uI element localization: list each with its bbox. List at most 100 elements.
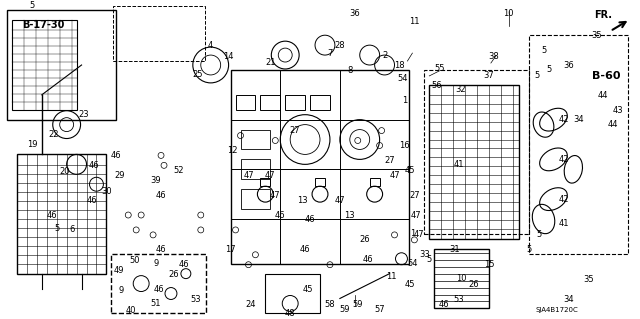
Text: 53: 53 bbox=[454, 295, 465, 304]
Bar bbox=[285, 95, 305, 110]
Text: 46: 46 bbox=[275, 211, 285, 219]
Text: 49: 49 bbox=[114, 266, 125, 275]
Text: 36: 36 bbox=[349, 9, 360, 18]
Text: 46: 46 bbox=[86, 196, 97, 204]
Text: 59: 59 bbox=[340, 305, 350, 314]
Text: 42: 42 bbox=[558, 155, 569, 164]
Text: 56: 56 bbox=[431, 81, 442, 90]
Bar bbox=[315, 178, 325, 186]
Text: FR.: FR. bbox=[594, 10, 612, 20]
Text: 53: 53 bbox=[191, 295, 201, 304]
Text: 59: 59 bbox=[353, 300, 363, 309]
Text: 47: 47 bbox=[389, 171, 400, 180]
Bar bbox=[529, 35, 628, 254]
Bar bbox=[236, 95, 255, 110]
Bar bbox=[17, 154, 106, 274]
Bar bbox=[429, 85, 518, 239]
Text: 47: 47 bbox=[411, 211, 422, 219]
Text: 21: 21 bbox=[265, 57, 276, 67]
Text: 46: 46 bbox=[439, 300, 449, 309]
Text: 47: 47 bbox=[243, 171, 254, 180]
Text: 12: 12 bbox=[227, 146, 238, 155]
Text: 44: 44 bbox=[598, 91, 609, 100]
Text: 41: 41 bbox=[558, 219, 569, 228]
Text: 19: 19 bbox=[27, 140, 37, 149]
Bar bbox=[370, 178, 380, 186]
Text: 22: 22 bbox=[49, 130, 59, 139]
Text: 7: 7 bbox=[327, 48, 333, 58]
Text: 41: 41 bbox=[454, 160, 465, 169]
Text: 46: 46 bbox=[305, 216, 316, 225]
Text: 5: 5 bbox=[536, 230, 541, 239]
Text: 45: 45 bbox=[303, 285, 314, 294]
Text: 5: 5 bbox=[526, 245, 531, 254]
Text: 33: 33 bbox=[419, 250, 429, 259]
Text: 30: 30 bbox=[101, 187, 112, 196]
Text: 13: 13 bbox=[297, 196, 307, 204]
Text: 5: 5 bbox=[534, 71, 540, 80]
Text: 34: 34 bbox=[573, 115, 584, 124]
Text: 10: 10 bbox=[504, 9, 514, 18]
Text: 40: 40 bbox=[126, 306, 136, 315]
Text: 46: 46 bbox=[156, 191, 166, 200]
Text: 46: 46 bbox=[154, 285, 164, 294]
Text: 14: 14 bbox=[223, 52, 234, 61]
Text: 35: 35 bbox=[591, 31, 602, 40]
Bar bbox=[424, 70, 529, 234]
Text: 5: 5 bbox=[541, 46, 546, 55]
Bar bbox=[7, 10, 116, 120]
Text: 46: 46 bbox=[111, 151, 122, 160]
Text: 5: 5 bbox=[427, 255, 432, 264]
Text: 23: 23 bbox=[78, 110, 89, 119]
Text: 5: 5 bbox=[29, 1, 35, 10]
Text: SJA4B1720C: SJA4B1720C bbox=[536, 308, 579, 313]
Text: 51: 51 bbox=[151, 299, 161, 308]
Text: 55: 55 bbox=[434, 64, 444, 73]
Text: 16: 16 bbox=[399, 141, 410, 150]
Text: 13: 13 bbox=[344, 211, 355, 219]
Text: 46: 46 bbox=[362, 255, 373, 264]
Text: 47: 47 bbox=[335, 196, 345, 204]
Text: 45: 45 bbox=[404, 166, 415, 175]
Bar bbox=[12, 20, 77, 110]
Text: B-60: B-60 bbox=[592, 71, 620, 81]
Text: 27: 27 bbox=[409, 191, 420, 200]
Text: 17: 17 bbox=[225, 245, 236, 254]
Bar bbox=[241, 130, 270, 150]
Text: 44: 44 bbox=[608, 120, 618, 129]
Text: 11: 11 bbox=[409, 17, 420, 26]
Bar bbox=[310, 95, 330, 110]
Text: 35: 35 bbox=[583, 275, 593, 284]
Text: 25: 25 bbox=[193, 70, 203, 79]
Text: 29: 29 bbox=[114, 171, 125, 180]
Bar bbox=[113, 6, 205, 61]
Text: 46: 46 bbox=[179, 260, 189, 269]
Text: 2: 2 bbox=[382, 51, 387, 60]
Bar bbox=[260, 95, 280, 110]
Text: B-17-30: B-17-30 bbox=[22, 20, 65, 30]
Text: 32: 32 bbox=[456, 85, 467, 94]
Text: 1: 1 bbox=[410, 229, 415, 238]
Text: 27: 27 bbox=[384, 156, 395, 165]
Text: 4: 4 bbox=[208, 41, 213, 50]
Text: 15: 15 bbox=[484, 260, 494, 269]
Text: 28: 28 bbox=[335, 41, 345, 50]
Text: 31: 31 bbox=[449, 245, 460, 254]
Text: 46: 46 bbox=[88, 161, 99, 170]
Text: 10: 10 bbox=[456, 274, 467, 283]
Text: 46: 46 bbox=[300, 245, 310, 254]
Text: 47: 47 bbox=[270, 191, 280, 200]
Text: 47: 47 bbox=[414, 230, 425, 239]
Text: 26: 26 bbox=[468, 280, 479, 289]
Text: 36: 36 bbox=[563, 62, 573, 70]
Text: 46: 46 bbox=[156, 245, 166, 254]
Text: 37: 37 bbox=[484, 71, 494, 80]
Text: 26: 26 bbox=[360, 235, 370, 244]
Text: 47: 47 bbox=[265, 171, 276, 180]
Text: 43: 43 bbox=[612, 106, 623, 115]
Text: 58: 58 bbox=[324, 300, 335, 309]
Text: 6: 6 bbox=[69, 226, 74, 234]
Text: 11: 11 bbox=[387, 272, 397, 281]
Bar bbox=[266, 274, 320, 313]
Text: 20: 20 bbox=[60, 167, 70, 176]
